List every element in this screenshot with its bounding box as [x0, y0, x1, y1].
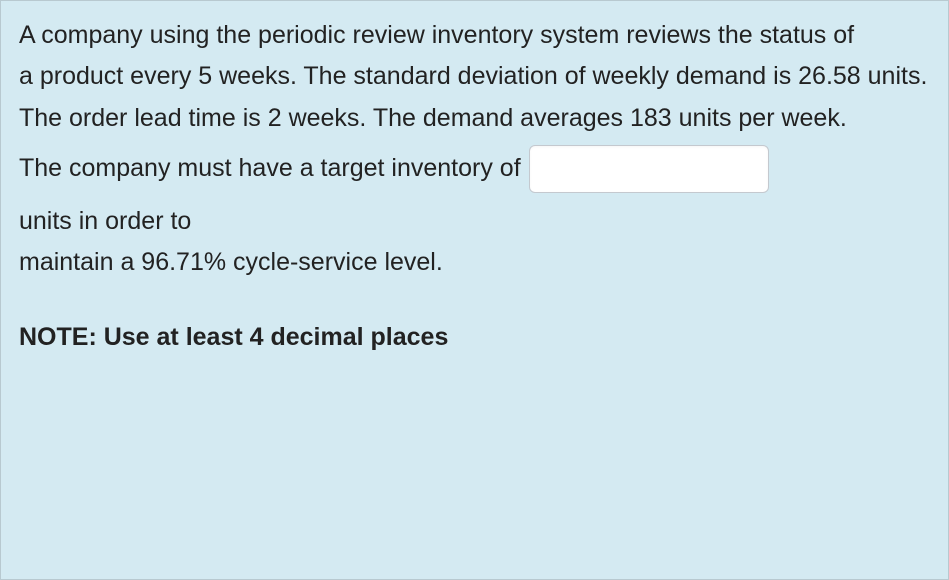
prompt-post-block: units in order to maintain a 96.71% cycl… — [19, 201, 930, 284]
prompt-post-line-2: maintain a 96.71% cycle-service level. — [19, 242, 930, 283]
question-line-3: The order lead time is 2 weeks. The dema… — [19, 98, 930, 139]
target-inventory-input[interactable] — [529, 145, 769, 193]
prompt-post-line-1: units in order to — [19, 201, 930, 242]
prompt-pre-text: The company must have a target inventory… — [19, 148, 521, 189]
note-text: NOTE: Use at least 4 decimal places — [19, 317, 930, 358]
question-line-1: A company using the periodic review inve… — [19, 15, 930, 56]
question-line-2: a product every 5 weeks. The standard de… — [19, 56, 930, 97]
answer-row: The company must have a target inventory… — [19, 145, 930, 193]
question-card: A company using the periodic review inve… — [0, 0, 949, 580]
